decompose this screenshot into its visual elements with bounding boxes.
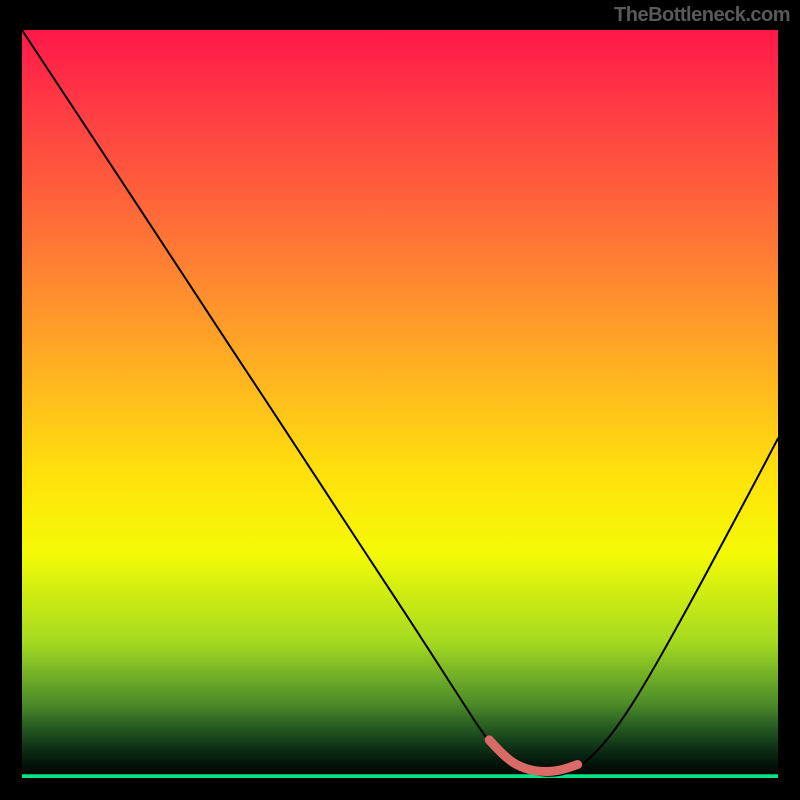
chart-container: TheBottleneck.com <box>0 0 800 800</box>
chart-svg <box>22 30 778 778</box>
attribution-label: TheBottleneck.com <box>614 4 790 27</box>
chart-area <box>22 30 778 778</box>
